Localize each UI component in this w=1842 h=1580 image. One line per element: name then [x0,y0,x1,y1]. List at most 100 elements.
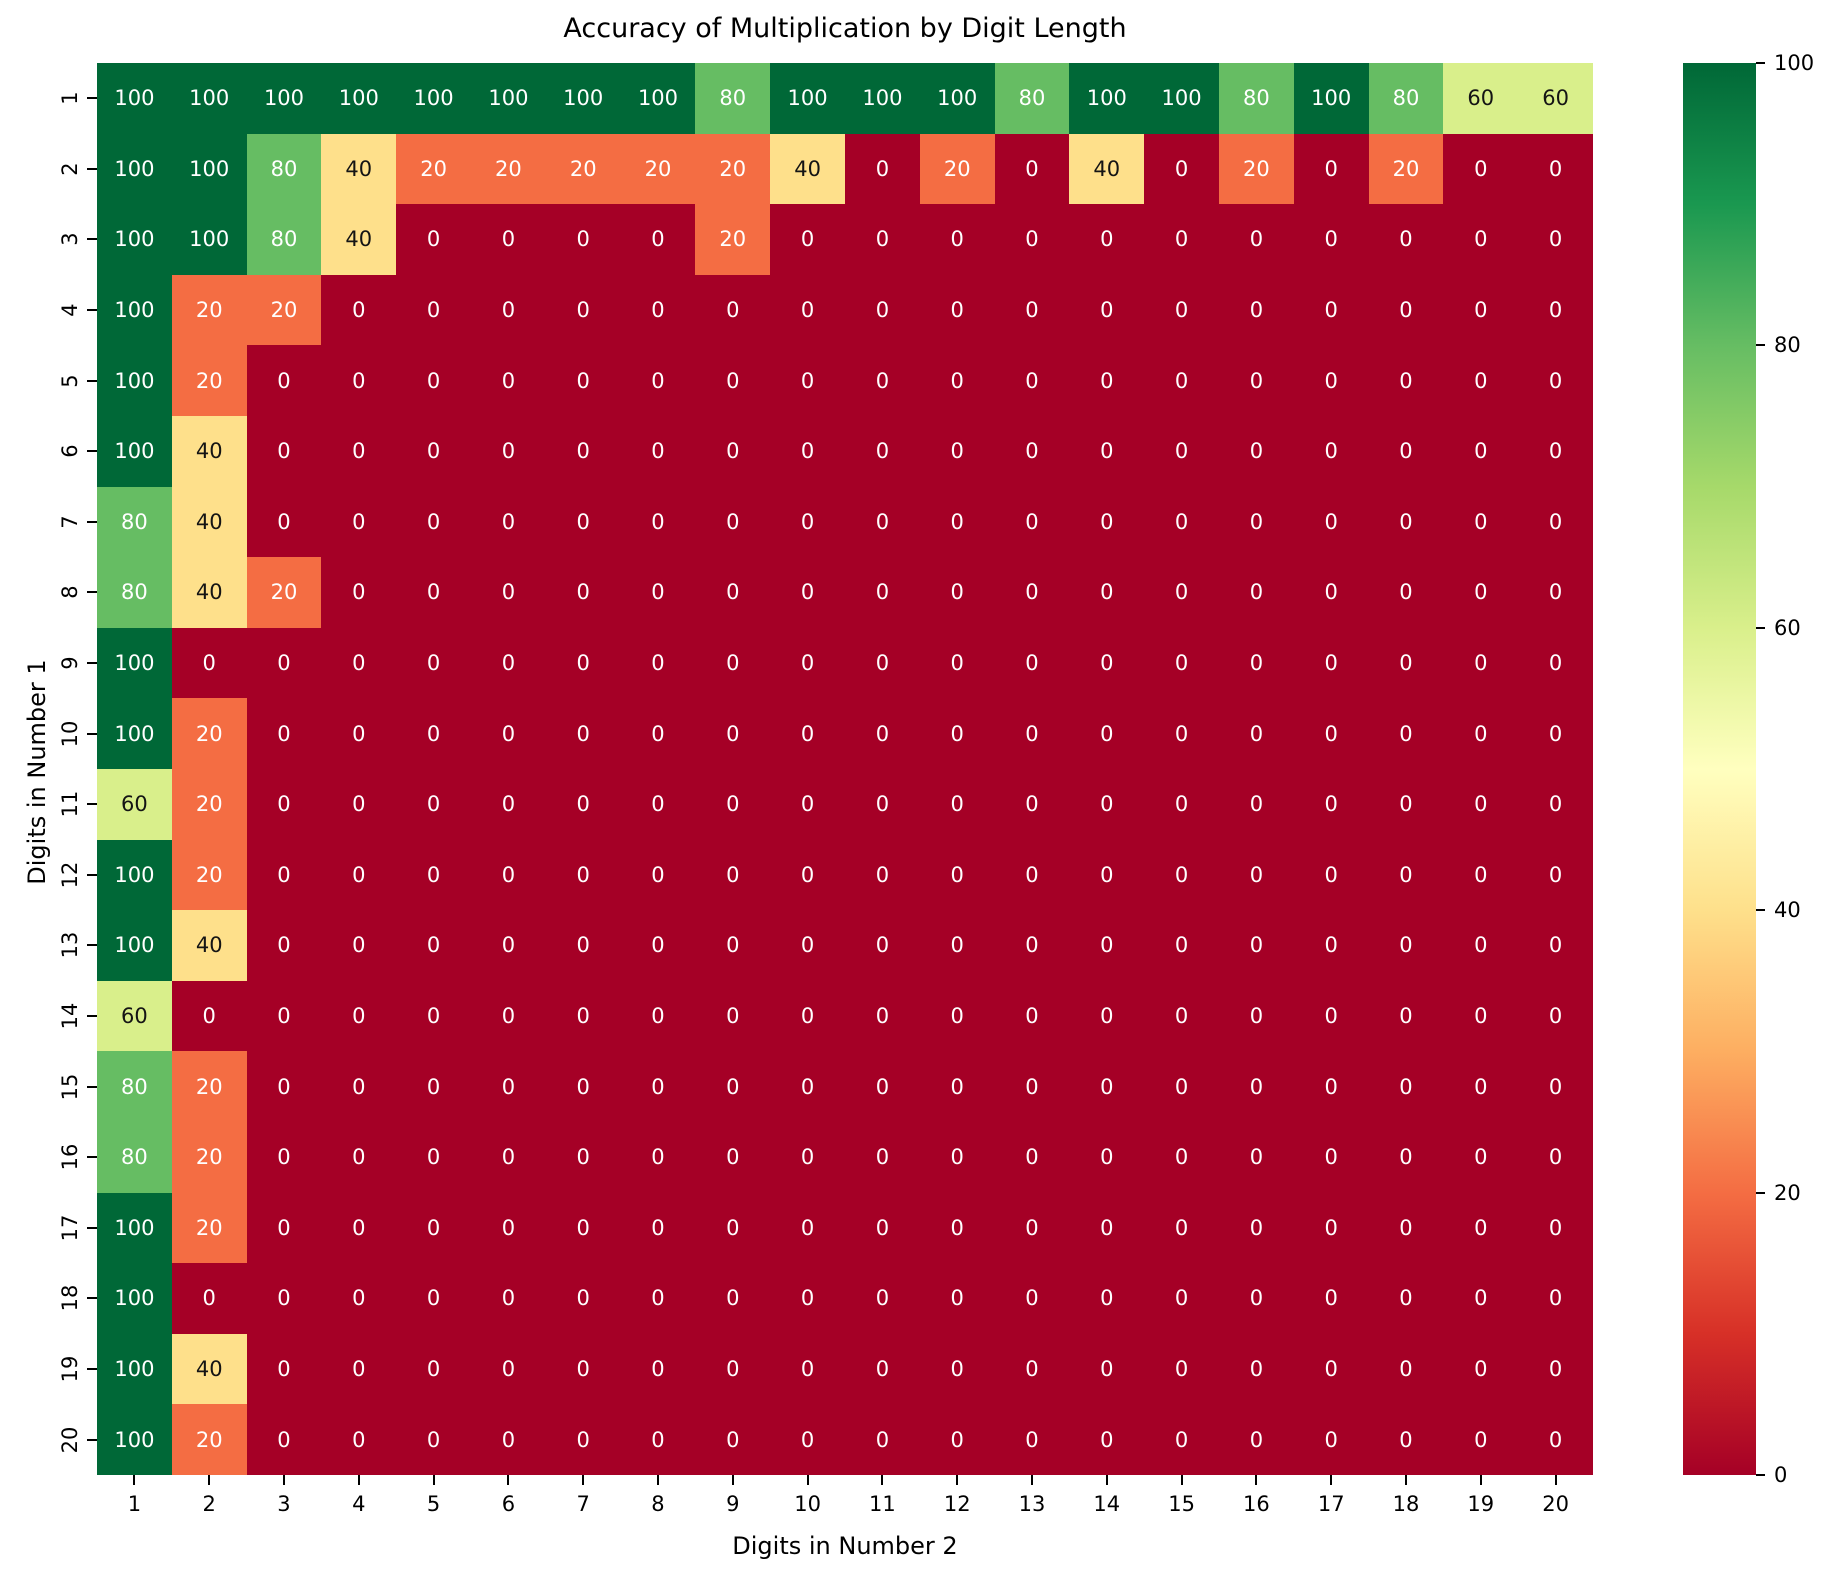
y-tick-mark [87,591,97,594]
heatmap-cell: 100 [97,63,172,134]
x-tick-mark [1330,1475,1333,1485]
colorbar-tick-mark [1756,344,1765,347]
colorbar-ticks: 100 80 60 40 20 0 [1756,53,1842,1486]
y-tick-mark [87,732,97,735]
heatmap-cell: 0 [1518,698,1593,769]
heatmap-cell: 0 [1069,1404,1145,1475]
heatmap-cell: 80 [994,63,1070,134]
heatmap-cell: 0 [396,839,471,911]
y-tick-mark [87,873,97,876]
heatmap-cell: 0 [919,274,995,346]
x-tick: 8 [621,1475,696,1516]
heatmap-cell: 20 [171,698,247,769]
x-tick-label: 17 [1317,1492,1345,1516]
heatmap-cell: 0 [1293,204,1369,275]
heatmap-cell: 0 [770,1263,845,1334]
x-tick: 1 [97,1475,172,1516]
heatmap-cell: 0 [1069,557,1145,628]
y-tick: 4 [45,275,97,346]
colorbar-tick-mark [1756,626,1765,629]
heatmap-cell: 0 [1219,415,1294,487]
x-tick: 4 [321,1475,396,1516]
heatmap-cell: 0 [1368,274,1444,346]
heatmap-cell: 0 [246,415,322,487]
x-tick-mark [582,1475,585,1485]
heatmap-cell: 20 [246,274,322,346]
x-tick-label: 11 [869,1492,896,1516]
heatmap-cell: 0 [545,415,621,487]
heatmap-cell: 0 [919,980,995,1052]
heatmap-cell: 0 [396,698,471,769]
y-tick: 12 [45,840,97,911]
x-tick: 11 [845,1475,920,1516]
heatmap-cell: 0 [1069,1051,1145,1122]
heatmap-cell: 40 [321,133,397,205]
y-tick: 14 [45,981,97,1052]
heatmap-cell: 0 [1368,1333,1444,1405]
heatmap-cell: 0 [1443,1121,1519,1193]
heatmap-cell: 80 [695,63,771,134]
heatmap-cell: 0 [1293,486,1369,558]
heatmap-cell: 0 [171,627,247,699]
heatmap-cell: 0 [545,1051,621,1122]
heatmap-cell: 0 [1144,1404,1219,1475]
x-tick: 14 [1069,1475,1144,1516]
heatmap-cell: 100 [97,1192,172,1264]
y-tick-mark [87,1085,97,1088]
heatmap-cell: 100 [1293,63,1369,134]
heatmap-cell: 0 [246,627,322,699]
heatmap-cell: 0 [1069,627,1145,699]
heatmap-cell: 0 [1443,204,1519,275]
y-tick-mark [87,97,97,100]
y-tick: 2 [45,134,97,205]
heatmap-cell: 0 [1144,839,1219,911]
heatmap-cell: 0 [1443,274,1519,346]
x-tick-label: 19 [1467,1492,1495,1516]
heatmap-cell: 0 [770,1192,845,1264]
heatmap-grid: 100 100 100 100 100 100 100 100 80 100 100 100 80 100… [97,63,1593,1475]
heatmap-cell: 0 [545,204,621,275]
heatmap-cell: 100 [171,63,247,134]
heatmap-cell: 0 [1443,980,1519,1052]
heatmap-cell: 0 [246,1121,322,1193]
heatmap-cell: 0 [1518,1051,1593,1122]
heatmap-cell: 0 [471,1263,546,1334]
y-tick-mark [87,662,97,665]
heatmap-cell: 0 [1069,345,1145,416]
heatmap-cell: 0 [545,274,621,346]
heatmap-cell: 0 [246,1404,322,1475]
heatmap-cell: 0 [1144,627,1219,699]
heatmap-cell: 0 [1368,1404,1444,1475]
y-tick-mark [87,1226,97,1229]
y-tick-label: 6 [58,444,82,458]
heatmap-cell: 0 [396,204,471,275]
heatmap-cell: 0 [471,1192,546,1264]
heatmap-cell: 0 [321,839,397,911]
heatmap-cell: 0 [1219,980,1294,1052]
heatmap-cell: 0 [919,1333,995,1405]
heatmap-cell: 0 [1144,557,1219,628]
y-tick-label: 12 [58,861,82,889]
heatmap-cell: 60 [1443,63,1519,134]
heatmap-cell: 0 [246,1051,322,1122]
heatmap-cell: 80 [97,1121,172,1193]
x-tick-label: 6 [501,1492,516,1516]
y-tick-mark [87,379,97,382]
heatmap-cell: 0 [1443,486,1519,558]
heatmap-cell: 0 [919,839,995,911]
heatmap-cell: 0 [1293,415,1369,487]
heatmap-cell: 0 [321,415,397,487]
heatmap-cell: 0 [919,1263,995,1334]
y-tick: 13 [45,910,97,981]
y-tick: 9 [45,628,97,699]
heatmap-cell: 0 [695,486,771,558]
heatmap-cell: 0 [620,910,696,981]
heatmap-cell: 0 [770,910,845,981]
heatmap-cell: 100 [97,345,172,416]
heatmap-cell: 80 [1368,63,1444,134]
heatmap-cell: 0 [1518,133,1593,205]
heatmap-cell: 0 [1219,1404,1294,1475]
heatmap-cell: 0 [1518,557,1593,628]
x-tick-label: 18 [1392,1492,1420,1516]
heatmap-cell: 0 [1368,1263,1444,1334]
